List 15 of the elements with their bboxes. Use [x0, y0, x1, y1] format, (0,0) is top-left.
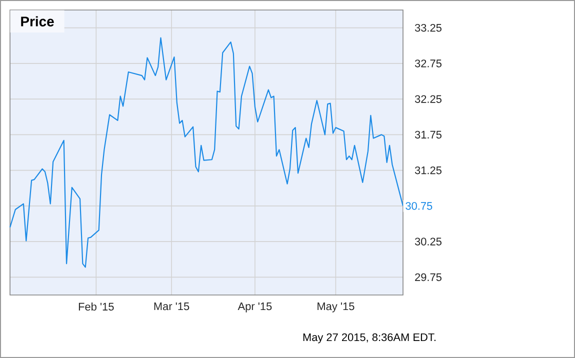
y-tick-label: 32.25: [414, 95, 442, 103]
text: May 27 2015, 8:36AM EDT.: [303, 333, 436, 344]
y-tick-label: 33.25: [414, 24, 442, 32]
x-tick-label: Mar '15: [154, 302, 190, 310]
y-tick-label: 30.25: [414, 238, 442, 246]
y-tick-label: 31.75: [414, 130, 442, 139]
chart-title: Price: [21, 16, 54, 26]
line-series: [9, 37, 404, 268]
x-tick-label: Apr '15: [238, 302, 272, 312]
y-tick-label: 29.75: [415, 273, 442, 282]
y-tick-label: 32.75: [414, 60, 442, 68]
x-tick-label: May '15: [318, 302, 354, 312]
x-tick-label: Feb '15: [78, 302, 114, 311]
data-label: 30.75: [406, 202, 432, 210]
y-tick-label: 31.25: [414, 166, 442, 174]
